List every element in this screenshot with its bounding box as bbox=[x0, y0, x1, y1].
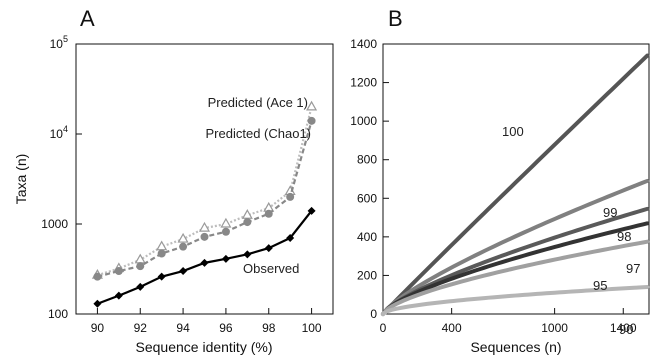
panel-b-chart: B Sequences (n) 0 400 1000 1400 0 200 400 600 8… bbox=[350, 6, 650, 355]
panel-a-y-tick-label: 104 bbox=[50, 124, 68, 141]
panel-a-x-tick-label: 98 bbox=[262, 321, 276, 335]
panel-a-point-predicted-ace-1 bbox=[306, 100, 318, 111]
panel-a-point-observed bbox=[200, 258, 209, 267]
panel-b-y-ticks: 0 200 400 600 800 1000 1200 1400 bbox=[350, 37, 389, 321]
panel-b-y-tick-label: 0 bbox=[370, 307, 377, 321]
panel-a-series-label-observed: Observed bbox=[243, 261, 299, 276]
panel-b-x-tick-label: 0 bbox=[380, 321, 387, 335]
panel-b-x-tick-label: 1000 bbox=[541, 321, 568, 335]
panel-a-point-predicted-chao1 bbox=[286, 192, 295, 201]
panel-b-y-tick-label: 400 bbox=[357, 230, 377, 244]
panel-a-series-labels: Observed Predicted (Chao1) Predicted (Ace … bbox=[206, 95, 312, 276]
panel-a-point-predicted-ace-1 bbox=[220, 217, 232, 228]
panel-b-y-tick-label: 600 bbox=[357, 191, 377, 205]
panel-b-label: B bbox=[388, 6, 403, 31]
panel-b-x-ticks: 0 400 1000 1400 bbox=[380, 308, 637, 335]
panel-a-y-tick-label: 100 bbox=[48, 307, 68, 321]
panel-a-point-predicted-chao1 bbox=[264, 209, 273, 218]
panel-b-curve-label-97: 97 bbox=[626, 261, 640, 276]
panel-b-curve-90 bbox=[381, 285, 650, 316]
panel-a-point-observed bbox=[264, 244, 273, 253]
panel-b-y-tick-label: 1400 bbox=[350, 37, 377, 51]
panel-a-y-tick-label: 1000 bbox=[41, 217, 68, 231]
panel-b-curve-100 bbox=[381, 53, 650, 316]
panel-a-point-observed bbox=[179, 267, 188, 276]
panel-a-x-tick-label: 90 bbox=[91, 321, 105, 335]
panel-b-curve-95 bbox=[381, 239, 650, 316]
panel-a-x-tick-label: 96 bbox=[219, 321, 233, 335]
panel-b-x-tick-label: 400 bbox=[442, 321, 462, 335]
panel-a-x-tick-label: 94 bbox=[176, 321, 190, 335]
panel-a-point-observed bbox=[243, 250, 252, 259]
panel-a-point-predicted-ace-1 bbox=[177, 232, 189, 243]
panel-a-point-predicted-chao1 bbox=[200, 232, 209, 241]
panel-a-point-predicted-chao1 bbox=[179, 242, 188, 251]
panel-b-curve-label-98: 98 bbox=[617, 229, 631, 244]
panel-b-x-tick-label: 1400 bbox=[610, 321, 637, 335]
panel-a-y-axis-label: Taxa (n) bbox=[13, 154, 29, 205]
panel-a-x-axis-label: Sequence identity (%) bbox=[136, 339, 273, 355]
panel-a-point-observed bbox=[307, 206, 316, 215]
panel-a-point-observed bbox=[157, 272, 166, 281]
panel-a-point-predicted-chao1 bbox=[93, 272, 102, 281]
panel-a-x-ticks: 90 92 94 96 98 100 bbox=[91, 308, 322, 335]
panel-a-point-observed bbox=[136, 282, 145, 291]
panel-a-x-tick-label: 92 bbox=[134, 321, 148, 335]
panel-b-x-axis-label: Sequences (n) bbox=[470, 339, 561, 355]
panel-b-y-tick-label: 1000 bbox=[350, 114, 377, 128]
panel-b-curve-label-90: 90 bbox=[619, 322, 633, 337]
panel-a-point-observed bbox=[286, 233, 295, 242]
panel-a-plot-frame bbox=[75, 43, 334, 315]
panel-b-curve-label-99: 99 bbox=[603, 205, 617, 220]
panel-b-y-tick-label: 200 bbox=[357, 268, 377, 282]
panel-a-series bbox=[91, 100, 318, 308]
panel-b-plot-frame bbox=[382, 43, 650, 315]
panel-a-y-tick-label: 105 bbox=[50, 34, 68, 51]
panel-a-point-predicted-chao1 bbox=[243, 218, 252, 227]
panel-a-point-observed bbox=[114, 291, 123, 300]
panel-a-point-predicted-ace-1 bbox=[198, 221, 211, 232]
panel-b-curve-99 bbox=[381, 178, 650, 316]
panel-a-chart: A Sequence identity (%) Taxa (n) 90 92 94 9… bbox=[13, 6, 334, 355]
panel-a-series-label-predicted-ace-1: Predicted (Ace 1) bbox=[208, 95, 308, 110]
panel-a-label: A bbox=[80, 6, 95, 31]
panel-b-y-tick-label: 1200 bbox=[350, 76, 377, 90]
panel-a-point-predicted-chao1 bbox=[307, 116, 316, 125]
panel-a-point-predicted-chao1 bbox=[221, 227, 230, 236]
panel-b-curve-97 bbox=[381, 221, 650, 316]
panel-a-point-observed bbox=[221, 254, 230, 263]
panel-a-point-predicted-chao1 bbox=[136, 262, 145, 271]
panel-a-point-predicted-chao1 bbox=[114, 267, 123, 276]
panel-a-y-ticks: 100 1000 104 105 bbox=[41, 34, 82, 321]
panel-b-y-tick-label: 800 bbox=[357, 153, 377, 167]
panel-a-point-observed bbox=[93, 299, 102, 308]
panel-a-point-predicted-chao1 bbox=[157, 249, 166, 258]
panel-b-curve-98 bbox=[381, 206, 650, 316]
panel-b-curve-label-100: 100 bbox=[502, 124, 524, 139]
panel-b-series bbox=[381, 53, 650, 316]
panel-a-x-tick-label: 100 bbox=[302, 321, 322, 335]
panel-b-curve-label-95: 95 bbox=[593, 278, 607, 293]
panel-a-series-label-predicted-chao1: Predicted (Chao1) bbox=[206, 126, 312, 141]
panel-a-line-predicted-chao1 bbox=[97, 120, 313, 278]
